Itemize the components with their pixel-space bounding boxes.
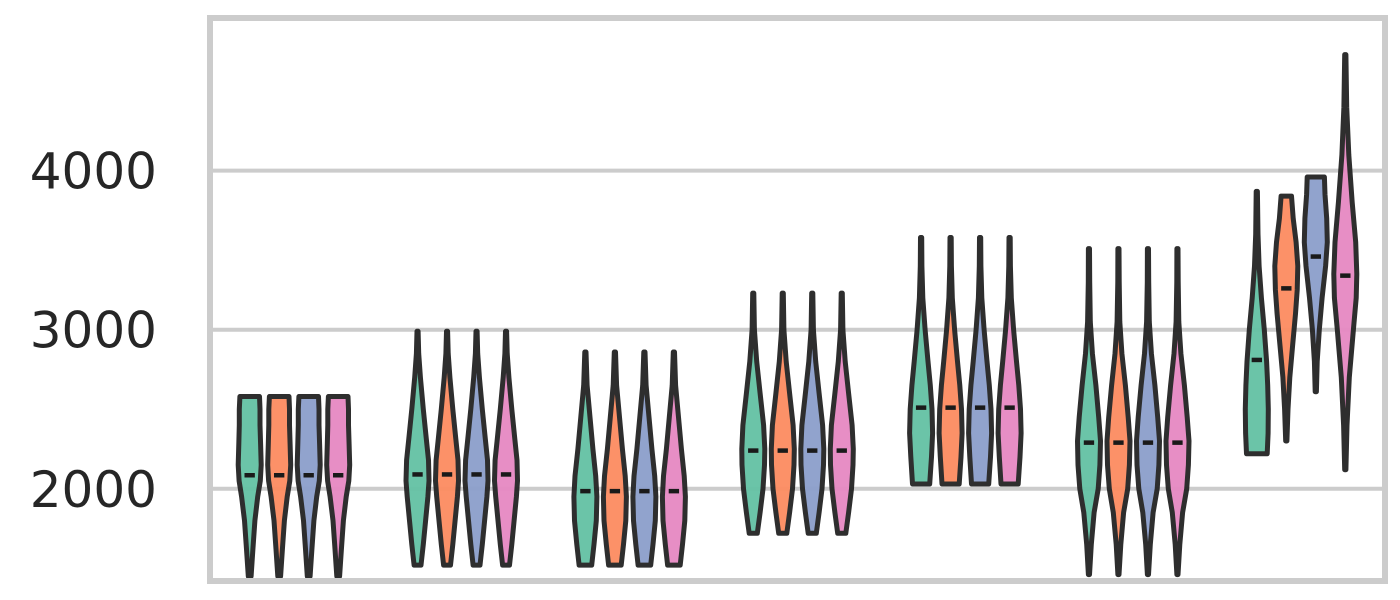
violin-g0-s1 (265, 394, 294, 579)
y-tick-label-2000: 2000 (30, 461, 157, 519)
violin-g5-s0 (1075, 246, 1103, 578)
violin-g6-s0 (1242, 188, 1271, 457)
violin-g3-s1 (768, 290, 797, 536)
violin-g0-s3 (324, 394, 353, 579)
violin-g4-s1 (936, 235, 965, 487)
violin-g5-s1 (1104, 246, 1133, 578)
violin-g2-s3 (659, 349, 688, 568)
violin-g2-s2 (630, 349, 659, 568)
plot-frame (207, 15, 1388, 584)
violin-g2-s0 (571, 349, 600, 568)
violin-g4-s3 (995, 235, 1024, 487)
y-tick-label-3000: 3000 (30, 302, 157, 360)
violin-g3-s0 (739, 290, 768, 536)
violin-g3-s3 (827, 290, 856, 536)
violin-g1-s1 (433, 328, 461, 568)
violin-g4-s0 (907, 235, 936, 487)
y-tick-label-4000: 4000 (30, 143, 157, 201)
violin-g6-s1 (1272, 193, 1301, 444)
violin-g4-s2 (966, 235, 995, 487)
violin-g0-s0 (235, 394, 264, 579)
violin-g1-s2 (462, 328, 491, 568)
violin-g6-s3 (1331, 52, 1360, 473)
violin-g5-s2 (1134, 246, 1162, 578)
violin-g3-s2 (798, 290, 827, 536)
violin-g2-s1 (600, 349, 629, 568)
grid-lines (210, 168, 1385, 491)
violin-g0-s2 (294, 394, 323, 579)
violin-g1-s3 (492, 328, 520, 568)
violin-g1-s0 (403, 328, 432, 568)
violins-layer (235, 52, 1360, 579)
violin-g5-s3 (1163, 246, 1192, 578)
violin-g6-s2 (1301, 174, 1330, 395)
y-tick-labels: 2000 3000 4000 (30, 143, 157, 519)
